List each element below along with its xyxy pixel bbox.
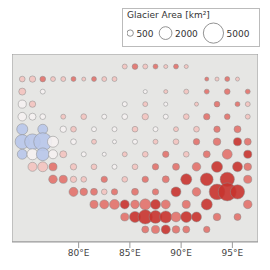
html-text:Glacier Area [km²]: Glacier Area [km²]	[127, 10, 210, 20]
svg-text:90°E: 90°E	[170, 248, 192, 258]
svg-text:85°E: 85°E	[119, 248, 141, 258]
svg-text:95°E: 95°E	[222, 248, 244, 258]
svg-text:2000: 2000	[175, 29, 198, 39]
svg-text:500: 500	[136, 29, 153, 39]
svg-text:80°E: 80°E	[68, 248, 90, 258]
svg-text:5000: 5000	[227, 29, 250, 39]
